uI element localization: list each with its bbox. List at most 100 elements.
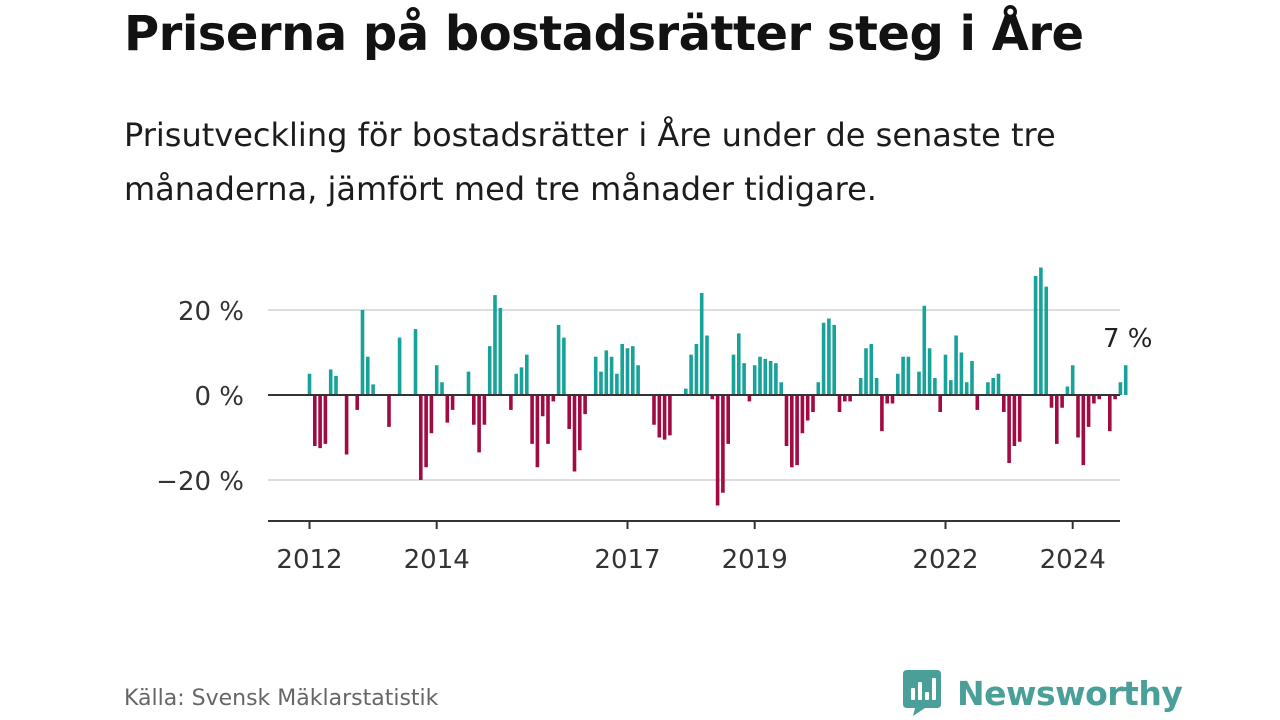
bar (1070, 365, 1075, 395)
bar (366, 356, 370, 395)
bar (307, 373, 312, 395)
bar (906, 356, 911, 395)
x-tick-label: 2022 (912, 545, 978, 575)
bar (784, 395, 789, 446)
bar (604, 350, 609, 396)
bar (1086, 395, 1091, 427)
bar (615, 373, 619, 395)
bar (848, 395, 852, 402)
x-tick-label: 2017 (594, 545, 660, 575)
bar (991, 378, 995, 395)
bar (758, 356, 762, 395)
bar (445, 395, 450, 423)
newsworthy-logo-text: Newsworthy (957, 673, 1183, 713)
bar (1055, 395, 1059, 444)
bar (413, 329, 418, 396)
bar (514, 373, 518, 395)
bar (583, 395, 587, 415)
bar (662, 395, 667, 440)
bar (742, 363, 746, 396)
bar (896, 373, 900, 395)
bar (901, 356, 905, 395)
bar (933, 378, 937, 395)
bar (424, 395, 428, 468)
bar (1092, 395, 1096, 404)
bar (535, 395, 540, 468)
bar (774, 363, 778, 396)
bar (609, 356, 614, 395)
bar (1060, 395, 1064, 408)
bar (1012, 395, 1017, 446)
bar (1002, 395, 1006, 412)
bar (996, 373, 1001, 395)
bar (477, 395, 481, 453)
bar (551, 395, 556, 402)
bar (710, 395, 715, 400)
bar (472, 395, 476, 425)
bar (689, 354, 693, 396)
bar (954, 335, 958, 395)
chart-subtitle: Prisutveckling för bostadsrätter i Åre u… (124, 116, 1056, 208)
bar (986, 382, 990, 395)
bar (1113, 395, 1117, 400)
bar-chart: 20 % 0 % −20 % 2012 2014 2017 2019 2022 2024 7 % (156, 267, 1153, 575)
x-tick-label: 2012 (276, 545, 342, 575)
bar (970, 361, 974, 395)
bar (790, 395, 794, 468)
x-tick-label: 2014 (404, 545, 470, 575)
last-value-annotation: 7 % (1103, 324, 1153, 354)
bar (880, 395, 884, 432)
bar (567, 395, 571, 429)
bar (1123, 365, 1128, 395)
x-tick-label: 2024 (1040, 545, 1106, 575)
bar (328, 369, 333, 395)
bar (466, 371, 471, 396)
bar (318, 395, 322, 449)
bar (885, 395, 889, 404)
bar (440, 382, 444, 395)
newsworthy-logo-icon (903, 670, 941, 716)
bar (938, 395, 942, 412)
bar (631, 346, 635, 396)
bar (811, 395, 815, 412)
bar (805, 395, 810, 421)
bar (323, 395, 328, 444)
bar (620, 344, 624, 395)
bar (816, 382, 821, 395)
bar (837, 395, 842, 412)
bar (371, 384, 375, 396)
x-tick-label: 2019 (722, 545, 788, 575)
bar (917, 371, 921, 396)
bar (1097, 395, 1101, 400)
bar (572, 395, 577, 472)
y-tick-label: 20 % (178, 297, 244, 327)
bar (355, 395, 359, 410)
bar (636, 365, 640, 395)
source-note: Källa: Svensk Mäklarstatistik (124, 686, 439, 711)
bar (578, 395, 582, 451)
bar (419, 395, 423, 480)
bar (434, 365, 439, 395)
bar (869, 344, 874, 395)
bar (657, 395, 662, 438)
bar (726, 395, 730, 444)
bar (959, 352, 964, 395)
bar (827, 318, 831, 395)
bar (922, 305, 927, 395)
chart-title: Priserna på bostadsrätter steg i Åre (124, 6, 1084, 62)
bar (752, 365, 757, 395)
bar (562, 337, 566, 396)
bar (519, 367, 524, 396)
bar (832, 324, 836, 396)
y-tick-label: 0 % (194, 382, 244, 412)
bar (387, 395, 391, 427)
bar (652, 395, 656, 425)
bar (450, 395, 455, 410)
bar (1017, 395, 1022, 442)
bar (493, 295, 497, 396)
bar (858, 378, 863, 395)
bar (1044, 286, 1048, 396)
newsworthy-logo[interactable]: Newsworthy (901, 668, 1183, 718)
bar (509, 395, 513, 410)
bar (1007, 395, 1011, 463)
